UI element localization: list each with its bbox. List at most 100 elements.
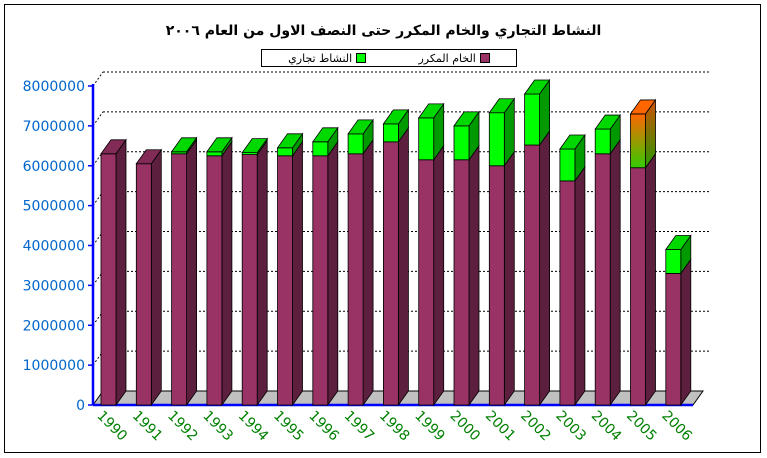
bar-refined-2000 [453, 159, 470, 406]
bar-refined-1998-side [397, 126, 409, 407]
bar-commercial-2005 [630, 113, 646, 169]
bar-refined-1993 [206, 155, 223, 406]
bar-refined-1997 [347, 153, 364, 406]
bar-refined-1996-side [327, 140, 339, 407]
y-tick-label-4: 4000000 [23, 239, 85, 255]
x-tick-label-2003: 2003 [552, 408, 589, 445]
bar-refined-2002-side [539, 129, 550, 407]
bar-refined-2004-side [609, 138, 621, 407]
bar-refined-1999-side [433, 144, 445, 407]
bar-refined-1993-side [221, 140, 233, 407]
bar-commercial-1999 [418, 117, 435, 161]
bar-refined-2002 [524, 144, 540, 406]
bar-commercial-2002-top [523, 79, 551, 95]
bar-commercial-1995-top [276, 133, 304, 149]
legend-label-commercial-activity: النشاط تجاري [288, 51, 353, 65]
bar-commercial-1999-top [417, 103, 445, 119]
bar-commercial-1997-top [347, 119, 374, 135]
legend-label-refined-crude: الخام المكرر [418, 51, 476, 65]
chart-title: النشاط التجاري والخام المكرر حتى النصف ا… [165, 23, 602, 39]
x-tick-label-2000: 2000 [447, 408, 484, 445]
x-tick-label-1990: 1990 [94, 408, 131, 445]
bar-commercial-2001-top [488, 98, 516, 114]
y-tick-label-0: 0 [76, 398, 85, 414]
bar-refined-2006 [665, 273, 682, 406]
bar-commercial-2004 [594, 128, 611, 155]
bar-refined-2003 [559, 180, 576, 406]
bar-commercial-2006-top [665, 235, 692, 250]
bar-refined-1991 [135, 163, 152, 406]
bar-commercial-1998 [382, 123, 399, 143]
legend-item-commercial-activity: النشاط تجاري [288, 51, 367, 65]
y-tick-label-5: 5000000 [23, 199, 85, 215]
bar-refined-2000-side [468, 144, 480, 407]
bar-refined-2005 [630, 167, 646, 406]
y-tick-label-3: 3000000 [23, 278, 85, 294]
bar-commercial-1997 [347, 133, 364, 155]
bar-commercial-1993-top [206, 137, 233, 153]
y-tick-label-6: 6000000 [23, 159, 85, 175]
chart-legend: الخام المكرر النشاط تجاري [261, 49, 517, 67]
legend-swatch-refined-crude [479, 53, 490, 63]
grid-diagonal-3 [92, 271, 104, 286]
grid-diagonal-6 [92, 151, 104, 167]
x-tick-label-2002: 2002 [517, 408, 554, 445]
bar-commercial-1995 [277, 147, 293, 157]
bar-refined-2003-side [574, 165, 586, 407]
y-tick-label-2: 2000000 [23, 318, 85, 334]
bar-commercial-1994-top [241, 138, 268, 153]
x-tick-label-1991: 1991 [129, 408, 166, 445]
grid-diagonal-5 [92, 191, 104, 206]
x-tick-label-1996: 1996 [305, 408, 342, 445]
x-tick-label-2005: 2005 [623, 408, 660, 445]
x-tick-label-2001: 2001 [482, 408, 519, 445]
bar-refined-1990-side [115, 138, 127, 407]
bar-refined-1999 [418, 159, 435, 406]
bar-refined-1992-side [186, 138, 198, 407]
bar-commercial-2005-top [629, 99, 657, 115]
y-tick-label-8: 8000000 [23, 79, 85, 95]
legend-swatch-commercial-activity [356, 53, 367, 63]
bar-refined-1997-side [362, 138, 374, 407]
grid-diagonal-1 [92, 350, 104, 366]
x-tick-label-1994: 1994 [235, 408, 272, 445]
x-tick-label-1993: 1993 [199, 408, 236, 445]
bar-refined-2006-side [680, 258, 692, 407]
bar-refined-2004 [594, 153, 611, 406]
bar-commercial-2006 [665, 249, 682, 274]
bar-refined-1995-side [292, 140, 303, 407]
bar-commercial-1993 [206, 151, 223, 157]
bar-commercial-2003-top [559, 134, 586, 150]
grid-diagonal-7 [92, 111, 104, 127]
bar-commercial-2000-top [453, 111, 480, 127]
x-tick-label-1999: 1999 [411, 408, 448, 445]
bar-refined-1990-top [100, 139, 127, 155]
grid-diagonal-8 [92, 71, 104, 87]
legend-item-refined-crude: الخام المكرر [418, 51, 490, 65]
bar-refined-1996 [312, 155, 329, 406]
bar-refined-2001-side [503, 150, 515, 407]
bar-commercial-2002 [524, 93, 540, 146]
bar-refined-1994-side [256, 139, 268, 407]
grid-diagonal-4 [92, 231, 104, 246]
bar-commercial-1996-top [312, 127, 339, 143]
y-tick-label-1: 1000000 [23, 358, 85, 374]
bar-refined-1991-side [150, 148, 162, 407]
bar-commercial-2001 [488, 112, 505, 167]
bar-refined-1998 [382, 141, 399, 406]
x-tick-label-1995: 1995 [270, 408, 307, 445]
bar-refined-1995 [277, 155, 293, 406]
bar-refined-1992 [171, 153, 188, 406]
bar-refined-1994 [241, 154, 258, 406]
bar-refined-1991-top [135, 149, 163, 165]
x-tick-label-1998: 1998 [376, 408, 413, 445]
x-tick-label-2004: 2004 [588, 408, 625, 445]
x-tick-label-1997: 1997 [341, 408, 378, 445]
bar-commercial-2000 [453, 125, 470, 161]
bar-refined-2005-side [645, 152, 656, 407]
bar-commercial-1998-top [382, 109, 410, 125]
x-tick-label-2006: 2006 [658, 408, 695, 445]
bar-commercial-1996 [312, 141, 329, 157]
bar-commercial-2003 [559, 148, 576, 182]
